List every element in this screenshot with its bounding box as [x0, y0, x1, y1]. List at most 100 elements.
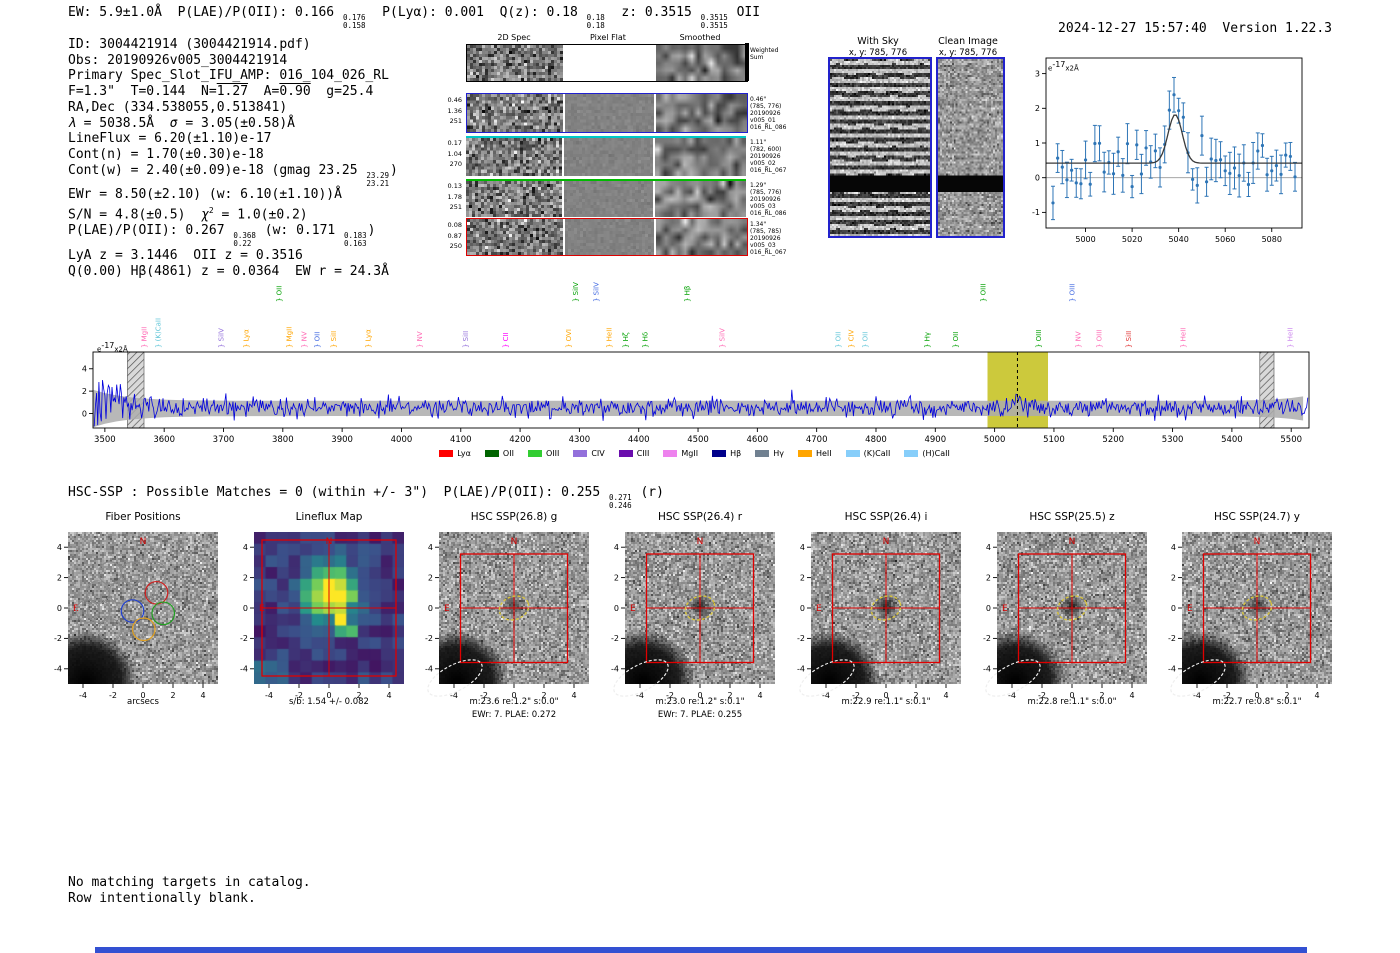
svg-text:0: 0: [82, 409, 87, 418]
svg-text:4: 4: [1171, 543, 1176, 552]
svg-text:4700: 4700: [806, 435, 828, 445]
clean-image-coords: x, y: 785, 776: [938, 48, 998, 58]
compass-n: N: [140, 537, 147, 547]
legend-swatch: [904, 450, 919, 457]
svg-text:-2: -2: [425, 634, 433, 643]
svg-text:5040: 5040: [1168, 235, 1188, 244]
svg-text:0: 0: [1171, 604, 1176, 613]
spec2d-row-4: [466, 218, 748, 256]
legend-swatch: [573, 450, 588, 457]
legend-swatch: [845, 450, 860, 457]
spec2d-right-label-4: 1.34" (785, 785) 20190926 v005_03 016_RL…: [750, 221, 787, 256]
svg-text:5100: 5100: [1043, 435, 1065, 445]
line-label-OII: } OII: [952, 332, 960, 348]
legend-item-2: OIII: [527, 449, 560, 458]
spec2d-right-label-0: Weighted Sum: [750, 47, 779, 61]
spec2d-left-label-4: 0.08 0.87 250: [447, 221, 462, 250]
svg-text:-2: -2: [1168, 634, 1176, 643]
line-label-Lyα: } Lyα: [365, 329, 373, 348]
legend-label: OIII: [545, 449, 560, 458]
spec2d-row-3-2dspec: [466, 181, 562, 217]
svg-text:-4: -4: [450, 691, 458, 700]
line-label-SiIV: } SiIV: [719, 328, 727, 348]
svg-text:-4: -4: [611, 665, 619, 674]
svg-text:-4: -4: [425, 665, 433, 674]
svg-text:5000: 5000: [1075, 235, 1095, 244]
svg-text:4600: 4600: [747, 435, 769, 445]
spec2d-panel: [466, 42, 749, 258]
cutout-caption-3-0: m:23.0 re:1.2" s:0.1": [655, 697, 745, 707]
svg-text:-4: -4: [265, 691, 273, 700]
info-line-1: Obs: 20190926v005_3004421914: [68, 52, 288, 68]
svg-text:-4: -4: [797, 665, 805, 674]
legend-item-10: (H)CaII: [904, 449, 950, 458]
footer-line-1: Row intentionally blank.: [68, 890, 256, 906]
compass-e: E: [1002, 604, 1008, 614]
cutout-title-0: Fiber Positions: [105, 511, 181, 523]
legend-item-7: Hγ: [755, 449, 784, 458]
cutout-title-6: HSC SSP(24.7) y: [1213, 511, 1300, 523]
svg-text:1: 1: [1035, 139, 1040, 148]
spec2d-left-label-2: 0.17 1.04 270: [447, 139, 462, 168]
legend-item-0: Lyα: [439, 449, 471, 458]
summary-header: EW: 5.9±1.0Å P(LAE)/P(OII): 0.166 0.176 0…: [68, 5, 761, 30]
info-line-0: ID: 3004421914 (3004421914.pdf): [68, 37, 311, 52]
svg-text:-4: -4: [1168, 665, 1176, 674]
svg-text:4: 4: [428, 543, 433, 552]
spec2d-col-header-1: Pixel Flat: [590, 33, 626, 42]
compass-n: N: [697, 537, 704, 547]
cutout-axes-6: 4 2 0 -2 -4 -4 -2 0 2 4 N E: [1168, 537, 1320, 700]
line-label-SiIV: } SiIV: [217, 328, 225, 348]
svg-text:2: 2: [1171, 573, 1176, 582]
svg-text:4900: 4900: [924, 435, 946, 445]
svg-text:-4: -4: [822, 691, 830, 700]
svg-text:4200: 4200: [509, 435, 531, 445]
svg-text:3800: 3800: [272, 435, 294, 445]
compass-e: E: [816, 604, 822, 614]
spec2d-row-0-smoothed: [656, 45, 747, 81]
info-line-7: Cont(n) = 1.70(±0.30)e-18: [68, 146, 264, 162]
svg-text:-1: -1: [1032, 208, 1040, 217]
line-label-SiIV: } SiIV: [572, 282, 580, 302]
spec2d-right-label-1: 0.46" (785, 776) 20190926 v005_01 016_RL…: [750, 96, 787, 131]
line-label-SiII: } SiII: [462, 331, 470, 348]
compass-e: E: [1187, 604, 1193, 614]
info-line-6: LineFlux = 6.20(±1.10)e-17: [68, 131, 272, 147]
svg-text:4300: 4300: [569, 435, 591, 445]
full-spectrum-chart: 0 2 4 3500 3600 3700 3800 3900 4000 4100 4200 4300 4…: [77, 256, 1312, 456]
spec2d-col-header-0: 2D Spec: [497, 33, 531, 42]
spec2d-row-2-pixelflat: [564, 138, 653, 176]
line-label-SiIV: } SiIV: [592, 282, 600, 302]
svg-text:2: 2: [170, 691, 175, 700]
line-label-OVI: } OVI: [565, 329, 573, 348]
legend-label: Lyα: [457, 449, 471, 458]
svg-text:0: 0: [428, 604, 433, 613]
info-line-10: S/N = 4.8(±0.5) χ2 = 1.0(±0.2): [68, 206, 308, 223]
line-label-OII: } OII: [314, 332, 322, 348]
svg-text:2: 2: [243, 573, 248, 582]
svg-text:5200: 5200: [1102, 435, 1124, 445]
with-sky-title: With Sky: [857, 36, 899, 47]
svg-text:2: 2: [356, 691, 361, 700]
spec2d-weighted-divider: [745, 43, 749, 81]
full-spectrum-ylabel: e-17x2Å: [97, 341, 128, 354]
svg-text:5000: 5000: [984, 435, 1006, 445]
svg-text:-2: -2: [480, 691, 488, 700]
svg-text:5300: 5300: [1162, 435, 1184, 445]
legend-label: OII: [502, 449, 514, 458]
svg-text:4100: 4100: [450, 435, 472, 445]
svg-text:-2: -2: [54, 634, 62, 643]
line-label-HeII: } HeII: [1286, 328, 1294, 348]
line-label-NV: } NV: [301, 331, 309, 348]
legend-swatch: [712, 450, 727, 457]
detection-info-block: ID: 3004421914 (3004421914.pdf) Obs: 2019…: [68, 37, 398, 279]
svg-text:4: 4: [1314, 691, 1319, 700]
svg-text:-2: -2: [1038, 691, 1046, 700]
cutout-caption-5-0: m:22.8 re:1.1" s:0.0": [1027, 697, 1117, 707]
cutout-caption-1-0: s/b: 1.54 +/- 0.082: [289, 697, 369, 707]
svg-text:-2: -2: [1223, 691, 1231, 700]
cutout-title-1: Lineflux Map: [295, 511, 363, 523]
compass-e: E: [630, 604, 636, 614]
info-line-4: RA,Dec (334.538055,0.513841): [68, 99, 288, 115]
